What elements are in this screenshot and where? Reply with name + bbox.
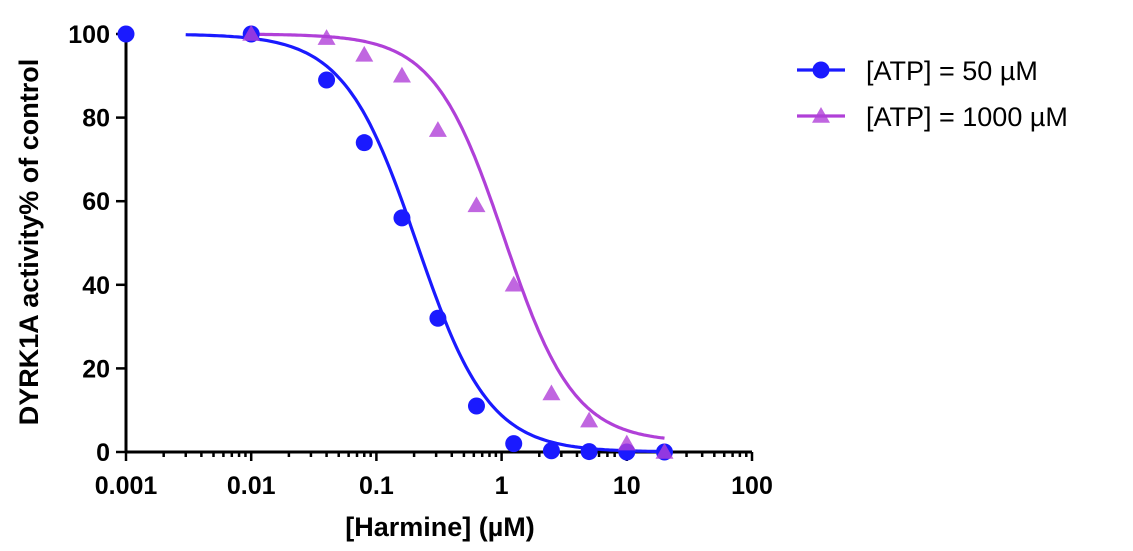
y-tick-label: 80 bbox=[82, 105, 110, 133]
data-point-series-1 bbox=[355, 134, 373, 152]
legend-marker bbox=[812, 61, 830, 79]
y-tick-label: 20 bbox=[82, 355, 110, 383]
legend: [ATP] = 50 µM [ATP] = 1000 µM bbox=[797, 56, 1068, 132]
data-point-series-2 bbox=[542, 384, 561, 401]
fit-curve-1 bbox=[185, 33, 665, 454]
y-axis-title: DYRK1A activity% of control bbox=[14, 59, 44, 426]
legend-label: [ATP] = 50 µM bbox=[866, 56, 1038, 86]
data-points bbox=[117, 25, 674, 461]
fit-curve-2 bbox=[251, 32, 665, 440]
x-tick-label: 10 bbox=[613, 472, 641, 500]
data-point-series-2 bbox=[428, 121, 447, 137]
y-tick-label: 100 bbox=[68, 21, 110, 49]
data-point-series-2 bbox=[392, 66, 411, 83]
data-point-series-2 bbox=[655, 443, 674, 459]
data-point-series-1 bbox=[467, 397, 485, 415]
x-tick-label: 100 bbox=[731, 472, 773, 500]
y-tick-label: 40 bbox=[82, 272, 110, 300]
data-point-series-2 bbox=[317, 29, 336, 45]
data-point-series-2 bbox=[355, 45, 374, 62]
data-point-series-2 bbox=[467, 196, 486, 213]
data-point-series-1 bbox=[117, 25, 135, 43]
legend-label: [ATP] = 1000 µM bbox=[866, 102, 1068, 132]
axes: 0.001 0.01 0.1 1 10 100 0 20 40 60 80 100 bbox=[68, 21, 773, 500]
data-point-series-2 bbox=[242, 25, 261, 41]
x-tick-label: 0.1 bbox=[359, 472, 394, 500]
data-point-series-1 bbox=[542, 442, 560, 460]
data-point-series-1 bbox=[393, 209, 411, 227]
data-point-series-2 bbox=[617, 434, 636, 451]
data-point-series-2 bbox=[580, 411, 599, 428]
x-axis-title: [Harmine] (µM) bbox=[345, 512, 535, 542]
y-tick-label: 60 bbox=[82, 188, 110, 216]
data-point-series-2 bbox=[504, 275, 523, 292]
data-point-series-1 bbox=[580, 443, 598, 461]
fit-curves bbox=[185, 32, 665, 454]
x-tick-label: 0.01 bbox=[227, 472, 276, 500]
x-tick-label: 1 bbox=[495, 472, 509, 500]
data-point-series-1 bbox=[505, 435, 523, 453]
data-point-series-1 bbox=[318, 71, 336, 89]
x-tick-label: 0.001 bbox=[95, 472, 158, 500]
legend-marker bbox=[812, 107, 830, 123]
data-point-series-1 bbox=[429, 309, 447, 327]
y-tick-label: 0 bbox=[96, 439, 110, 467]
